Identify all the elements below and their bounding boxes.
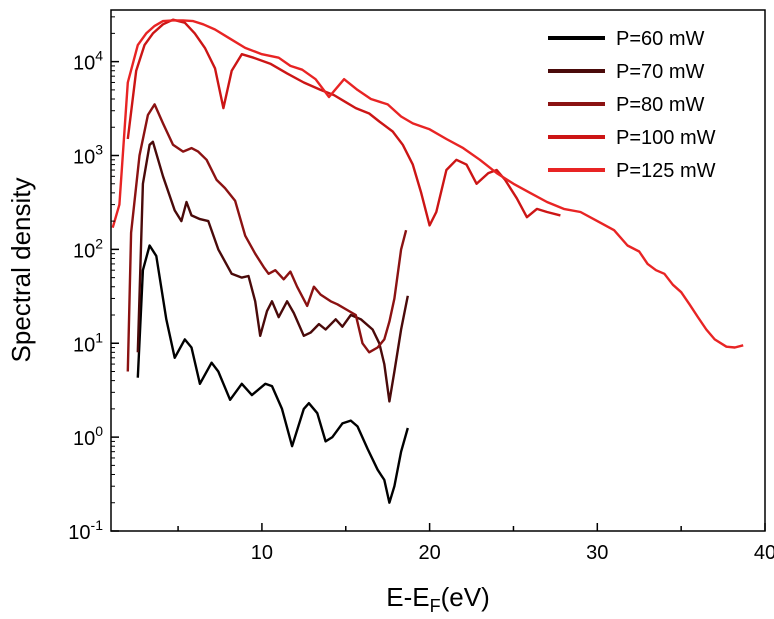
y-tick-label: 100 <box>73 423 103 450</box>
y-axis-title: Spectral density <box>6 178 36 363</box>
series-line-0 <box>136 244 409 504</box>
x-tick-label: 10 <box>251 542 273 564</box>
x-axis-title-tail: (eV) <box>441 582 490 612</box>
series-line-1 <box>136 140 409 403</box>
y-tick-label: 103 <box>73 142 103 169</box>
x-tick-label: 40 <box>754 542 774 564</box>
y-tick-label: 104 <box>73 48 103 75</box>
legend-label: P=60 mW <box>616 28 704 50</box>
x-axis-title-subscript: F <box>430 596 441 616</box>
x-axis-title: E-EF(eV) <box>386 582 489 616</box>
y-tick-label: 102 <box>73 235 103 262</box>
series-layer <box>111 18 744 504</box>
legend-label: P=80 mW <box>616 94 704 116</box>
legend-label: P=125 mW <box>616 160 716 182</box>
legend: P=60 mW P=70 mW P=80 mW P=100 mW P=125 mW <box>548 28 716 182</box>
legend-label: P=100 mW <box>616 127 716 149</box>
series-line-2 <box>126 103 408 372</box>
plot-frame <box>110 9 766 532</box>
y-tick-label: 10-1 <box>68 517 103 544</box>
legend-label: P=70 mW <box>616 61 704 83</box>
series-line-3 <box>126 18 561 227</box>
x-tick-label: 30 <box>586 542 608 564</box>
x-tick-label: 20 <box>418 542 440 564</box>
series-line-4 <box>111 19 744 349</box>
x-axis-title-main: E-E <box>386 582 429 612</box>
ticks-layer: 10 20 30 40 10-1 100 101 102 103 104 <box>68 16 774 564</box>
y-tick-label: 101 <box>73 329 103 356</box>
